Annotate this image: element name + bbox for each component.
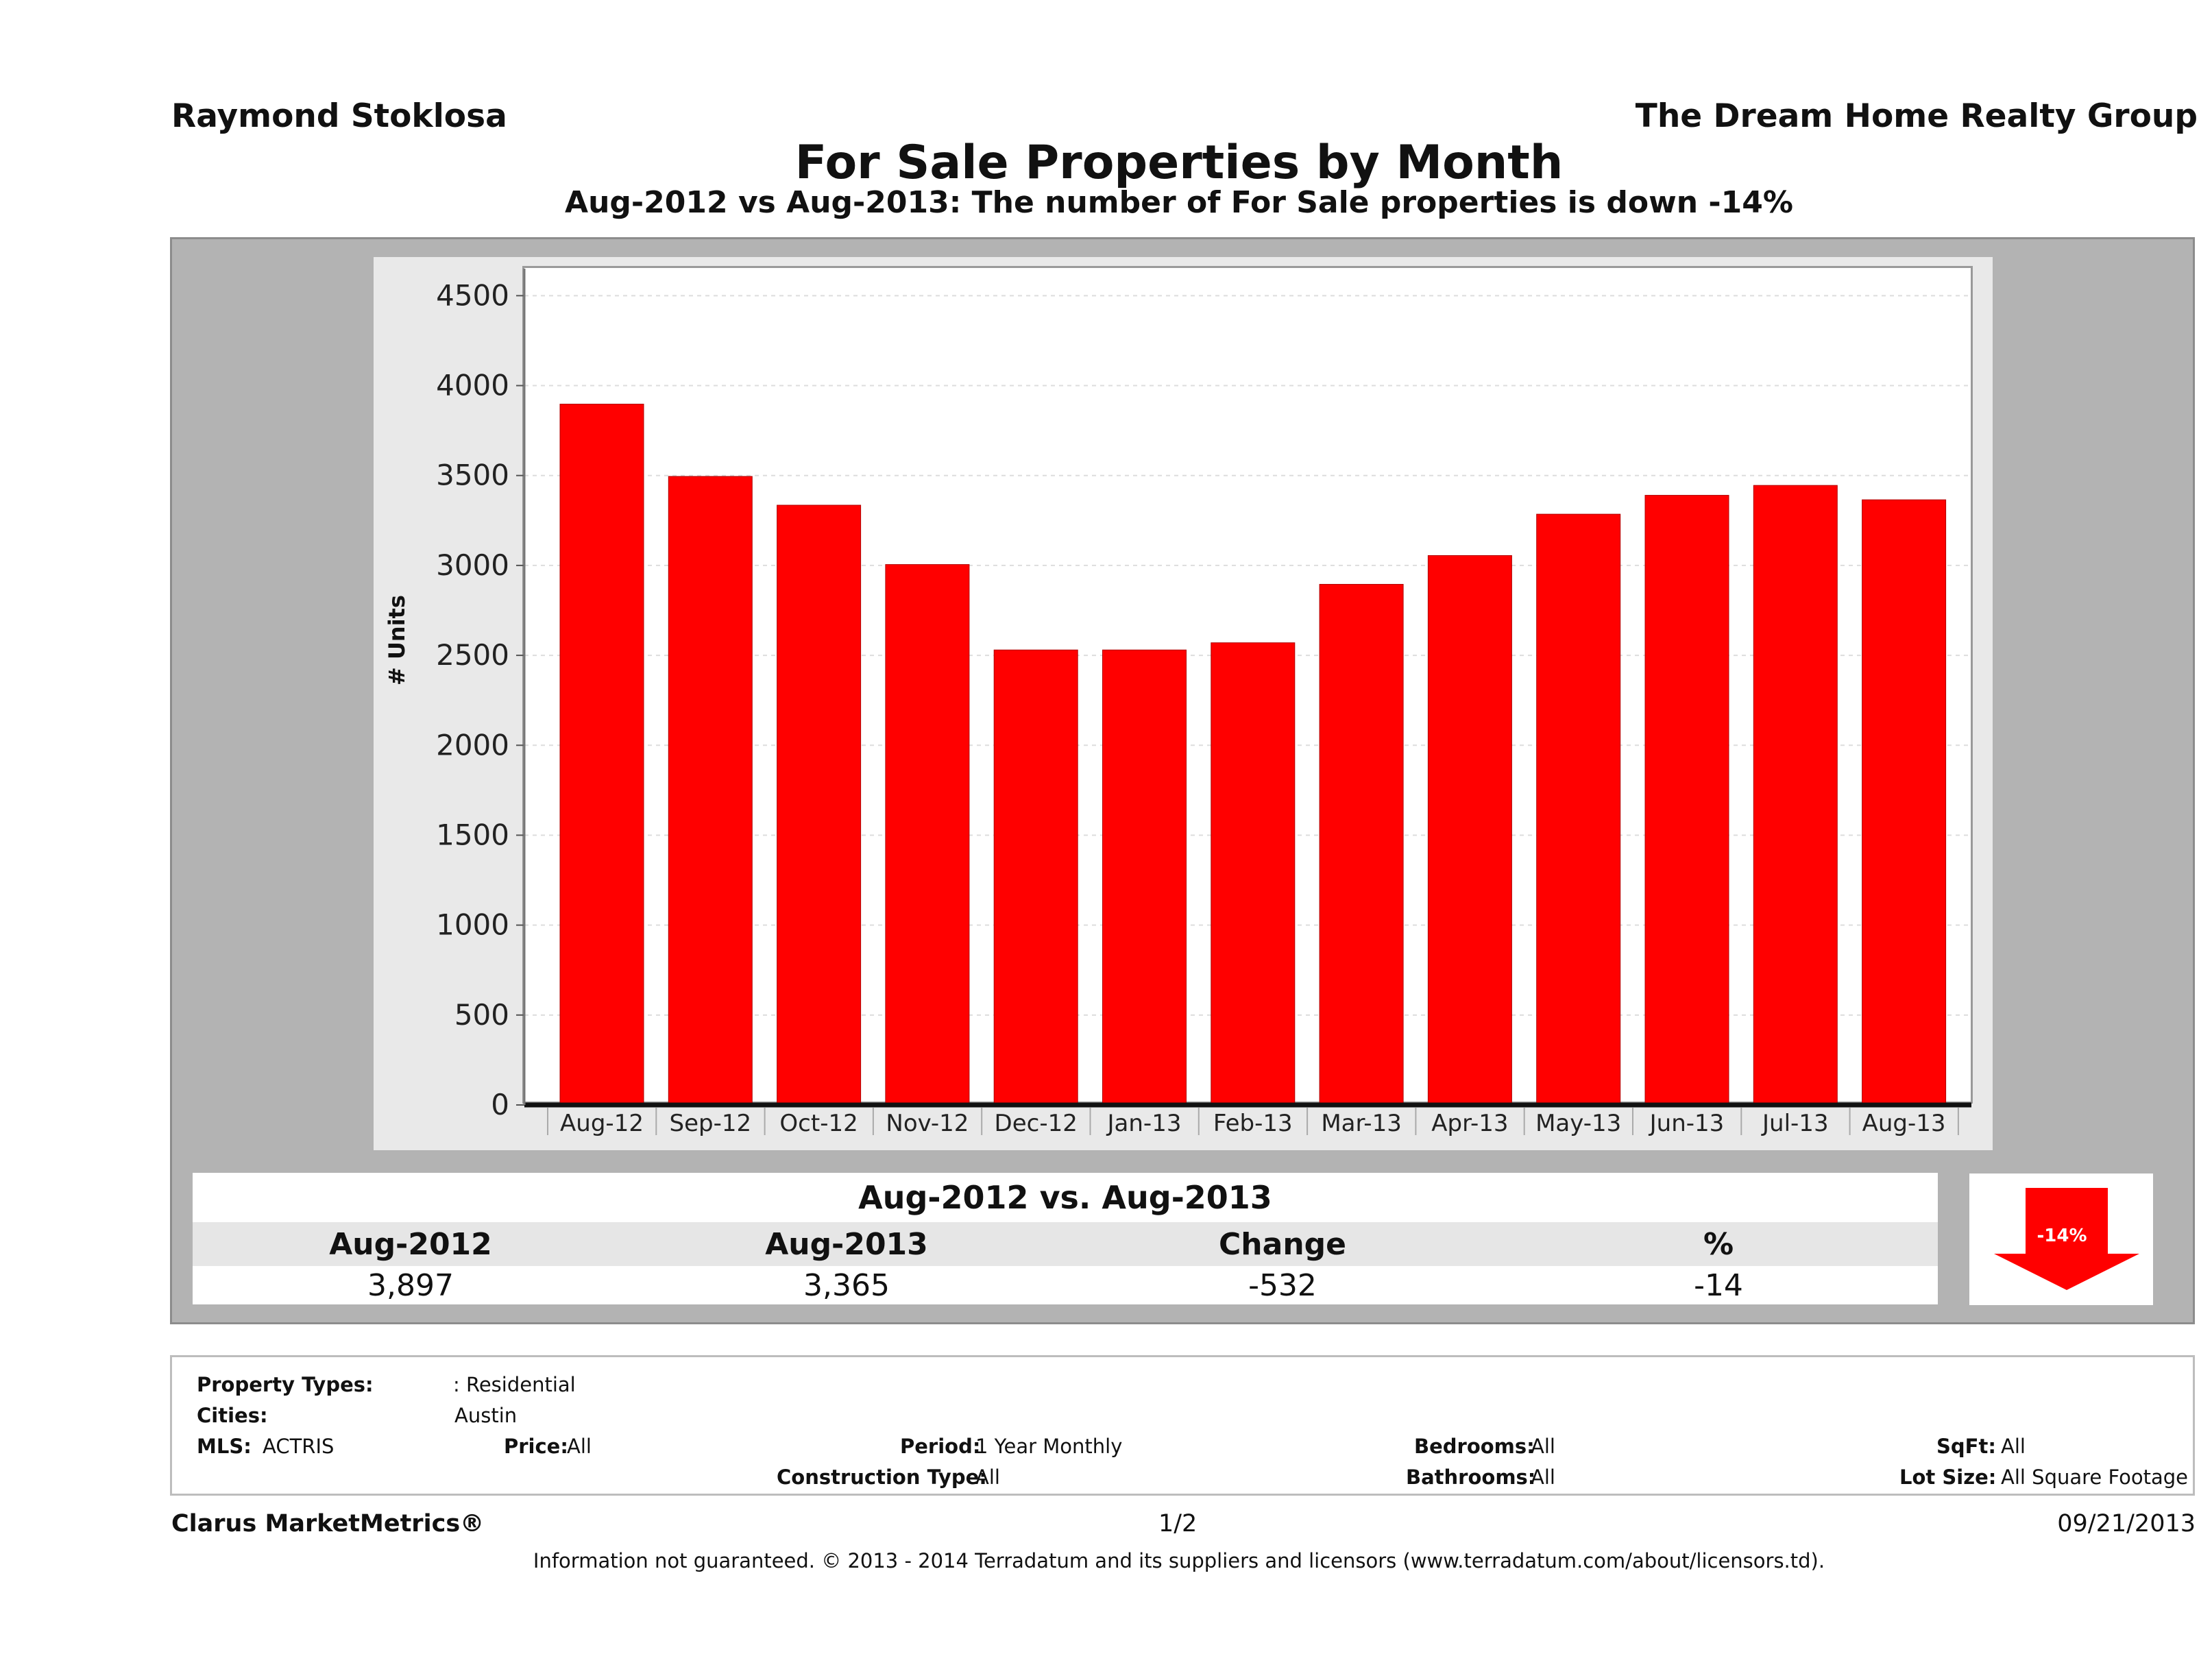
sqft-value: All xyxy=(2001,1435,2026,1458)
bar-Jul-13 xyxy=(1753,485,1838,1106)
y-tick-label: 0 xyxy=(491,1088,509,1121)
y-tick-label: 4500 xyxy=(436,278,509,312)
down-arrow-icon xyxy=(1994,1188,2139,1290)
filter-panel: Property Types: : Residential Cities: Au… xyxy=(170,1355,2195,1496)
y-tick-label: 2000 xyxy=(436,728,509,762)
x-tick-label: Sep-12 xyxy=(669,1110,751,1137)
value-change: -532 xyxy=(1248,1268,1317,1303)
page-number: 1/2 xyxy=(1158,1510,1198,1537)
bar-Feb-13 xyxy=(1211,642,1296,1106)
col-percent: % xyxy=(1703,1227,1734,1262)
bar-Mar-13 xyxy=(1319,583,1404,1106)
summary-columns: Aug-2012 Aug-2013 Change % xyxy=(193,1222,1938,1266)
period-label: Period: xyxy=(900,1435,981,1458)
disclaimer: Information not guaranteed. © 2013 - 201… xyxy=(533,1549,1825,1572)
x-tick-label: Nov-12 xyxy=(886,1110,969,1137)
cities-label: Cities: xyxy=(197,1404,268,1427)
col-aug-2012: Aug-2012 xyxy=(329,1227,492,1262)
bar-Aug-12 xyxy=(559,404,644,1106)
y-tick-label: 3000 xyxy=(436,548,509,582)
y-tick-label: 2500 xyxy=(436,638,509,672)
y-tick-label: 1000 xyxy=(436,908,509,942)
period-value: 1 Year Monthly xyxy=(975,1435,1123,1458)
bar-May-13 xyxy=(1536,513,1621,1106)
property-types-label: Property Types: xyxy=(197,1373,374,1396)
lot-size-value: All Square Footage xyxy=(2001,1466,2189,1489)
x-tick-label: Aug-13 xyxy=(1862,1110,1946,1137)
report-subtitle: Aug-2012 vs Aug-2013: The number of For … xyxy=(565,185,1793,220)
x-tick-label: Feb-13 xyxy=(1213,1110,1293,1137)
change-badge-label: -14% xyxy=(2037,1226,2087,1246)
bedrooms-value: All xyxy=(1531,1435,1555,1458)
x-tick-label: May-13 xyxy=(1535,1110,1621,1137)
value-aug-2013: 3,365 xyxy=(803,1268,890,1303)
report-title: For Sale Properties by Month xyxy=(794,136,1564,190)
footer-brand: Clarus MarketMetrics® xyxy=(171,1510,485,1537)
value-aug-2012: 3,897 xyxy=(367,1268,454,1303)
x-tick-label: Aug-12 xyxy=(560,1110,644,1137)
report-date: 09/21/2013 xyxy=(2057,1510,2196,1537)
x-tick-label: Jan-13 xyxy=(1106,1110,1182,1137)
summary-heading: Aug-2012 vs. Aug-2013 xyxy=(193,1173,1938,1222)
bathrooms-value: All xyxy=(1531,1466,1555,1489)
bar-Jan-13 xyxy=(1102,649,1187,1106)
bedrooms-label: Bedrooms: xyxy=(1414,1435,1535,1458)
x-tick-label: Jun-13 xyxy=(1649,1110,1725,1137)
col-change: Change xyxy=(1219,1227,1346,1262)
x-tick-label: Apr-13 xyxy=(1431,1110,1508,1137)
bar-Sep-12 xyxy=(668,476,753,1106)
bar-Dec-12 xyxy=(993,649,1078,1106)
price-label: Price: xyxy=(504,1435,568,1458)
y-tick-label: 1500 xyxy=(436,818,509,851)
x-tick-label: Dec-12 xyxy=(995,1110,1078,1137)
lot-size-label: Lot Size: xyxy=(1899,1466,1997,1489)
company-name: The Dream Home Realty Group xyxy=(1635,97,2198,135)
change-badge xyxy=(1969,1174,2153,1305)
construction-type-value: All xyxy=(975,1466,1000,1489)
y-axis-label: # Units xyxy=(384,594,410,685)
cities-value: Austin xyxy=(454,1404,518,1427)
bar-Aug-13 xyxy=(1862,499,1947,1106)
y-tick-label: 3500 xyxy=(436,459,509,492)
y-tick-label: 500 xyxy=(454,998,509,1032)
price-value: All xyxy=(567,1435,592,1458)
property-types-value: : Residential xyxy=(453,1373,576,1396)
bar-chart: 0 500 1000 1500 2000 2500 3000 3500 4000 4500 Aug-… xyxy=(436,269,1971,1137)
mls-label: MLS: xyxy=(197,1435,252,1458)
mls-value: ACTRIS xyxy=(263,1435,335,1458)
bar-Jun-13 xyxy=(1644,495,1729,1106)
agent-name: Raymond Stoklosa xyxy=(171,97,507,135)
bathrooms-label: Bathrooms: xyxy=(1406,1466,1536,1489)
x-tick-label: Jul-13 xyxy=(1761,1110,1829,1137)
construction-type-label: Construction Type: xyxy=(777,1466,987,1489)
y-tick-label: 4000 xyxy=(436,369,509,402)
x-tick-label: Mar-13 xyxy=(1321,1110,1402,1137)
col-aug-2013: Aug-2013 xyxy=(765,1227,928,1262)
sqft-label: SqFt: xyxy=(1936,1435,1996,1458)
bar-Apr-13 xyxy=(1427,555,1512,1106)
summary-values: 3,897 3,365 -532 -14 xyxy=(193,1266,1938,1304)
x-tick-label: Oct-12 xyxy=(779,1110,858,1137)
value-percent: -14 xyxy=(1694,1268,1743,1303)
bar-Oct-12 xyxy=(777,504,862,1106)
bar-Nov-12 xyxy=(885,564,970,1106)
